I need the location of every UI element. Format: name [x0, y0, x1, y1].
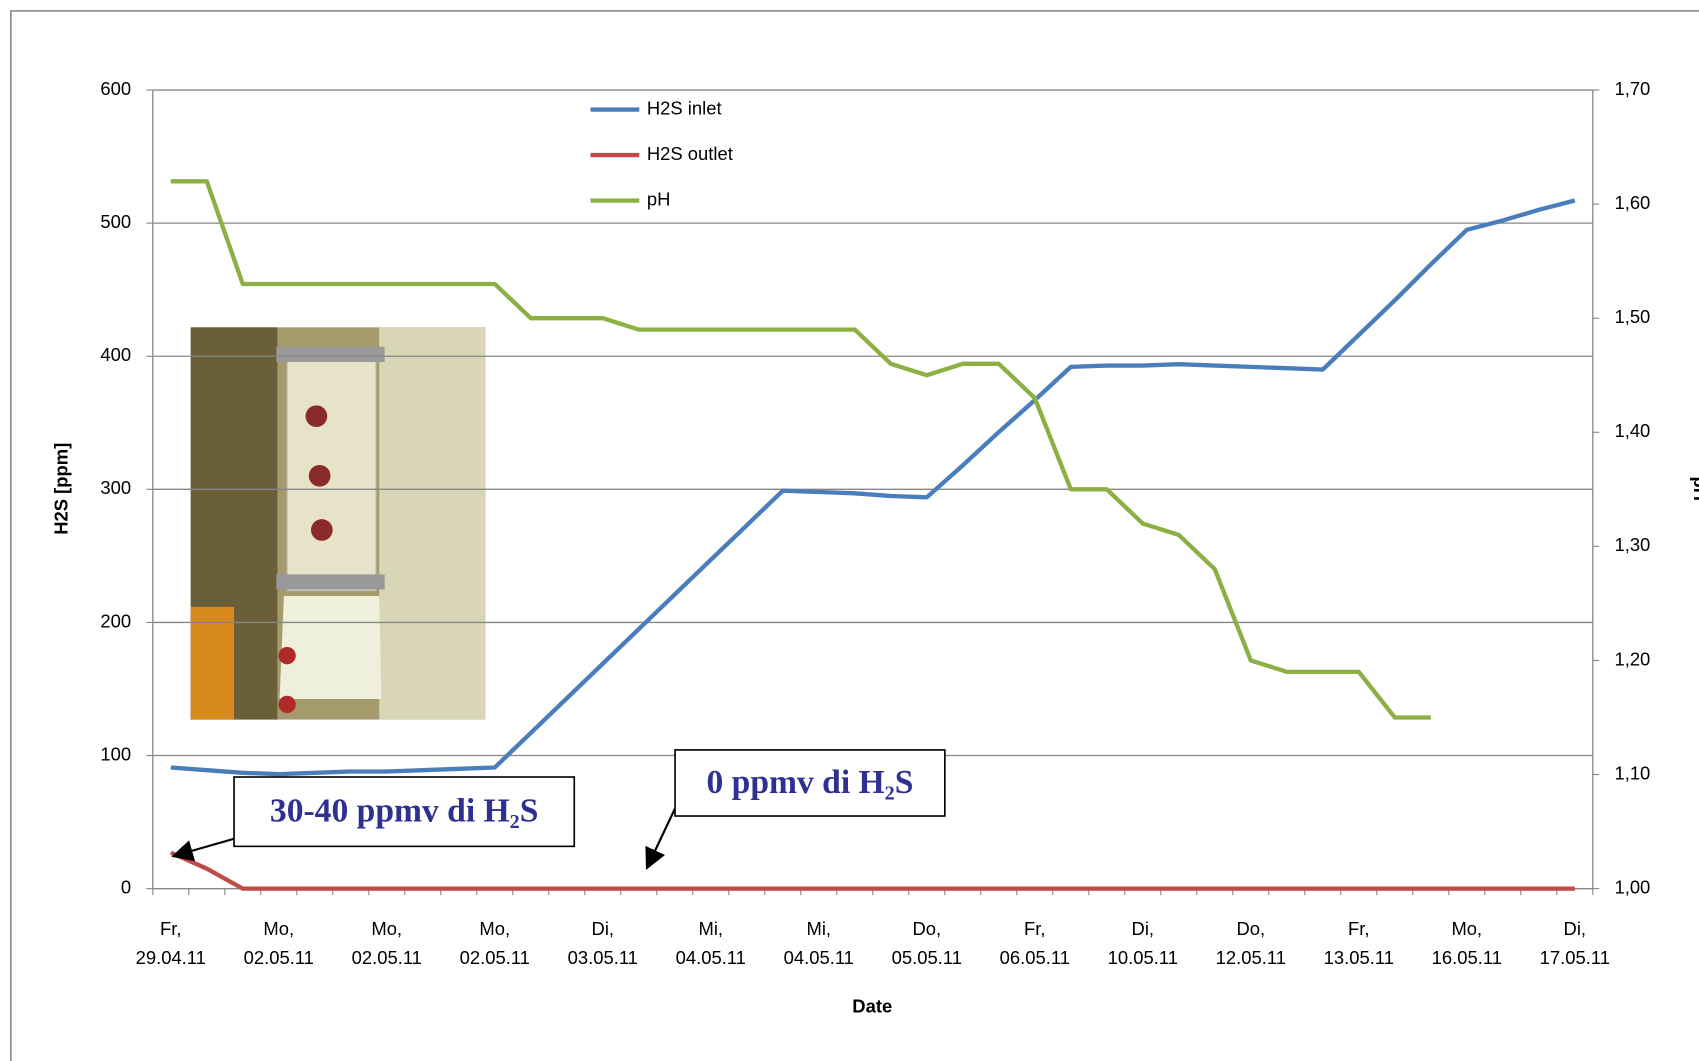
photo	[190, 327, 486, 720]
annotation: 30-40 ppmv di H₂S	[270, 793, 539, 830]
y-tick-label: 300	[100, 477, 131, 498]
x-tick-label: Do, 05.05.11	[892, 918, 962, 968]
y-tick-label: 0	[121, 876, 131, 897]
x-tick-label: Di, 17.05.11	[1540, 918, 1610, 968]
y2-tick-label: 1,10	[1614, 762, 1650, 783]
x-tick-label: Mo, 16.05.11	[1432, 918, 1502, 968]
x-axis-label: Date	[852, 996, 892, 1017]
y2-tick-label: 1,00	[1614, 876, 1650, 897]
y2-tick-label: 1,20	[1614, 648, 1650, 669]
annotation-arrow	[645, 807, 677, 870]
y2-tick-label: 1,40	[1614, 420, 1650, 441]
x-tick-label: Mi, 04.05.11	[676, 918, 746, 968]
y2-tick-label: 1,70	[1614, 78, 1650, 99]
x-tick-label: Fr, 06.05.11	[1000, 918, 1070, 968]
data-line	[170, 198, 1576, 777]
y2-axis-label: pH	[1690, 477, 1699, 502]
y-tick-label: 200	[100, 610, 131, 631]
y2-tick-label: 1,60	[1614, 192, 1650, 213]
legend-label: H2S inlet	[647, 97, 722, 118]
y-tick-label: 500	[100, 211, 131, 232]
annotation-box	[233, 776, 576, 848]
annotation-box	[674, 749, 946, 817]
data-line	[170, 179, 1431, 720]
y2-tick-label: 1,30	[1614, 534, 1650, 555]
legend-label: H2S outlet	[647, 143, 733, 164]
y2-tick-label: 1,50	[1614, 306, 1650, 327]
x-tick-label: Di, 03.05.11	[568, 918, 638, 968]
legend-label: pH	[647, 188, 671, 209]
y-tick-label: 600	[100, 78, 131, 99]
y-tick-label: 400	[100, 344, 131, 365]
annotation-arrow	[171, 837, 235, 862]
x-tick-label: Fr, 29.04.11	[136, 918, 206, 968]
x-tick-label: Do, 12.05.11	[1216, 918, 1286, 968]
data-line	[169, 850, 1575, 891]
x-tick-label: Mi, 04.05.11	[784, 918, 854, 968]
y-tick-label: 100	[100, 743, 131, 764]
annotation: 0 ppmv di H₂S	[706, 764, 913, 801]
x-tick-label: Fr, 13.05.11	[1324, 918, 1394, 968]
x-tick-label: Mo, 02.05.11	[244, 918, 314, 968]
x-tick-label: Mo, 02.05.11	[352, 918, 422, 968]
y-axis-label: H2S [ppm]	[51, 443, 72, 535]
x-tick-label: Di, 10.05.11	[1108, 918, 1178, 968]
x-tick-label: Mo, 02.05.11	[460, 918, 530, 968]
